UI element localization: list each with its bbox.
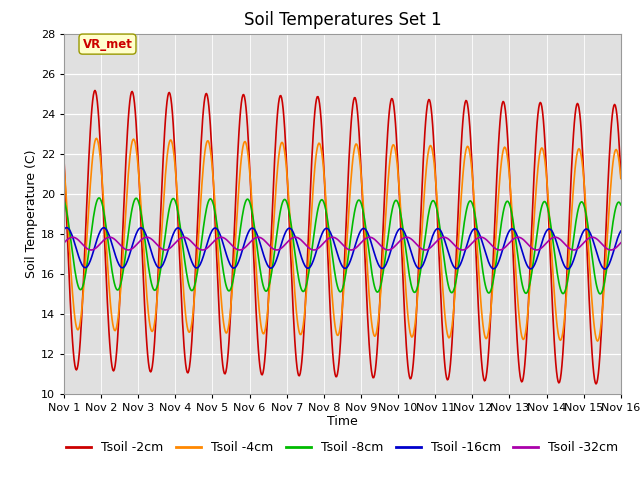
- Tsoil -32cm: [106, 234, 113, 240]
- Tsoil -16cm: [71, 241, 79, 247]
- Tsoil -8cm: [185, 281, 193, 287]
- Line: Tsoil -2cm: Tsoil -2cm: [64, 90, 621, 384]
- Tsoil -4cm: [128, 139, 136, 144]
- Tsoil -2cm: [411, 340, 419, 346]
- Tsoil -8cm: [617, 202, 625, 208]
- Tsoil -2cm: [60, 156, 68, 162]
- Tsoil -32cm: [617, 240, 625, 246]
- Tsoil -16cm: [214, 228, 222, 233]
- Tsoil -4cm: [594, 338, 602, 344]
- Tsoil -4cm: [70, 308, 78, 313]
- Tsoil -2cm: [428, 105, 435, 111]
- Tsoil -16cm: [60, 227, 68, 232]
- Tsoil -2cm: [91, 87, 99, 93]
- Tsoil -2cm: [70, 357, 78, 362]
- Tsoil -4cm: [428, 143, 435, 149]
- Legend: Tsoil -2cm, Tsoil -4cm, Tsoil -8cm, Tsoil -16cm, Tsoil -32cm: Tsoil -2cm, Tsoil -4cm, Tsoil -8cm, Tsoi…: [61, 436, 623, 459]
- Y-axis label: Soil Temperature (C): Soil Temperature (C): [25, 149, 38, 278]
- Tsoil -8cm: [428, 201, 435, 206]
- Tsoil -32cm: [215, 235, 223, 240]
- Tsoil -2cm: [128, 89, 136, 95]
- Tsoil -16cm: [128, 243, 136, 249]
- Tsoil -8cm: [70, 262, 78, 268]
- Tsoil -8cm: [60, 197, 68, 203]
- Tsoil -2cm: [185, 368, 193, 374]
- Tsoil -2cm: [214, 289, 222, 295]
- Tsoil -4cm: [411, 323, 419, 329]
- Tsoil -16cm: [601, 266, 609, 272]
- Line: Tsoil -16cm: Tsoil -16cm: [64, 228, 621, 269]
- Tsoil -4cm: [617, 176, 625, 181]
- Tsoil -4cm: [93, 135, 100, 141]
- Text: VR_met: VR_met: [83, 37, 132, 50]
- Tsoil -16cm: [411, 260, 419, 266]
- Tsoil -8cm: [95, 195, 102, 201]
- Tsoil -32cm: [186, 237, 193, 243]
- Tsoil -4cm: [60, 164, 68, 169]
- Tsoil -8cm: [214, 229, 222, 235]
- Tsoil -8cm: [411, 289, 419, 295]
- Tsoil -32cm: [60, 240, 68, 246]
- Tsoil -2cm: [617, 172, 625, 178]
- Tsoil -4cm: [185, 329, 193, 335]
- Tsoil -16cm: [617, 228, 625, 234]
- Title: Soil Temperatures Set 1: Soil Temperatures Set 1: [244, 11, 441, 29]
- Tsoil -8cm: [128, 205, 136, 211]
- Tsoil -32cm: [129, 245, 137, 251]
- Line: Tsoil -32cm: Tsoil -32cm: [64, 237, 621, 250]
- Tsoil -32cm: [124, 247, 132, 253]
- Tsoil -4cm: [214, 251, 222, 257]
- X-axis label: Time: Time: [327, 415, 358, 429]
- Tsoil -32cm: [412, 240, 419, 246]
- Tsoil -16cm: [63, 225, 70, 230]
- Tsoil -8cm: [596, 291, 604, 297]
- Tsoil -32cm: [428, 243, 436, 249]
- Tsoil -16cm: [185, 250, 193, 255]
- Line: Tsoil -8cm: Tsoil -8cm: [64, 198, 621, 294]
- Tsoil -16cm: [428, 238, 435, 243]
- Tsoil -2cm: [592, 381, 600, 387]
- Line: Tsoil -4cm: Tsoil -4cm: [64, 138, 621, 341]
- Tsoil -32cm: [70, 235, 78, 240]
